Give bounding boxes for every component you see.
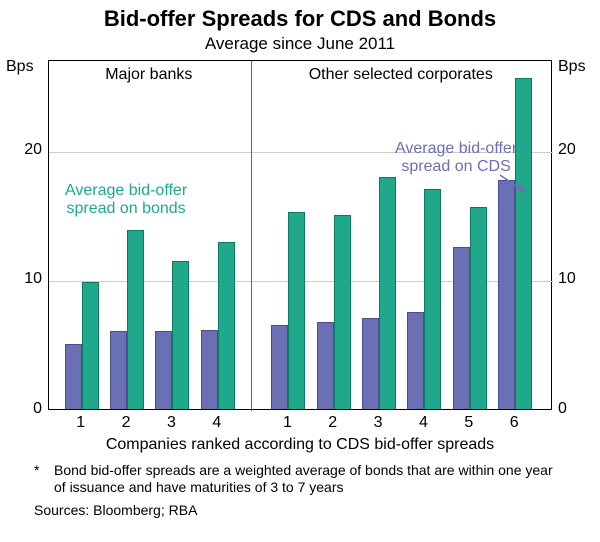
y-tick-left: 0 [0, 400, 42, 418]
bar-bonds [334, 215, 351, 409]
x-tick-label: 4 [401, 414, 446, 432]
series-label-cds: Average bid-offer spread on CDS [395, 140, 517, 177]
chart-subtitle: Average since June 2011 [0, 34, 600, 54]
bar-cds [201, 330, 218, 409]
panel-label: Other selected corporates [250, 66, 552, 84]
bar-bonds [218, 242, 235, 409]
x-tick-label: 4 [194, 414, 239, 432]
sources: Sources: Bloomberg; RBA [34, 502, 197, 518]
bar-cds [317, 322, 334, 409]
x-tick-label: 3 [149, 414, 194, 432]
series-label-bonds: Average bid-offer spread on bonds [65, 182, 187, 219]
bar-cds [362, 318, 379, 409]
bar-bonds [470, 207, 487, 409]
bar-cds [155, 331, 172, 409]
bar-bonds [379, 177, 396, 409]
x-axis-title: Companies ranked according to CDS bid-of… [0, 436, 600, 454]
panel-divider [251, 61, 252, 411]
y-tick-left: 10 [0, 270, 42, 288]
y-tick-left: 20 [0, 141, 42, 159]
footnote: *Bond bid-offer spreads are a weighted a… [34, 462, 574, 496]
x-tick-label: 6 [492, 414, 537, 432]
x-tick-label: 3 [355, 414, 400, 432]
bar-cds [271, 325, 288, 409]
bar-bonds [424, 189, 441, 409]
bar-bonds [172, 261, 189, 409]
bar-cds [498, 180, 515, 409]
bar-cds [110, 331, 127, 409]
bar-cds [453, 247, 470, 409]
y-tick-right: 10 [558, 270, 576, 288]
x-tick-label: 1 [58, 414, 103, 432]
y-tick-right: 20 [558, 141, 576, 159]
panel-label: Major banks [48, 66, 250, 84]
y-axis-unit-left: Bps [6, 58, 34, 76]
plot-area [48, 60, 552, 410]
x-tick-label: 5 [446, 414, 491, 432]
y-tick-right: 0 [558, 400, 567, 418]
y-axis-unit-right: Bps [558, 58, 586, 76]
bar-bonds [288, 212, 305, 409]
footnote-marker: * [34, 462, 54, 479]
bar-cds [65, 344, 82, 409]
bar-bonds [515, 78, 532, 409]
x-tick-label: 2 [103, 414, 148, 432]
footnote-text: Bond bid-offer spreads are a weighted av… [54, 462, 564, 496]
bar-bonds [127, 230, 144, 409]
x-tick-label: 2 [310, 414, 355, 432]
x-tick-label: 1 [265, 414, 310, 432]
bar-bonds [82, 282, 99, 409]
bar-cds [407, 312, 424, 409]
chart-title: Bid-offer Spreads for CDS and Bonds [0, 0, 600, 32]
